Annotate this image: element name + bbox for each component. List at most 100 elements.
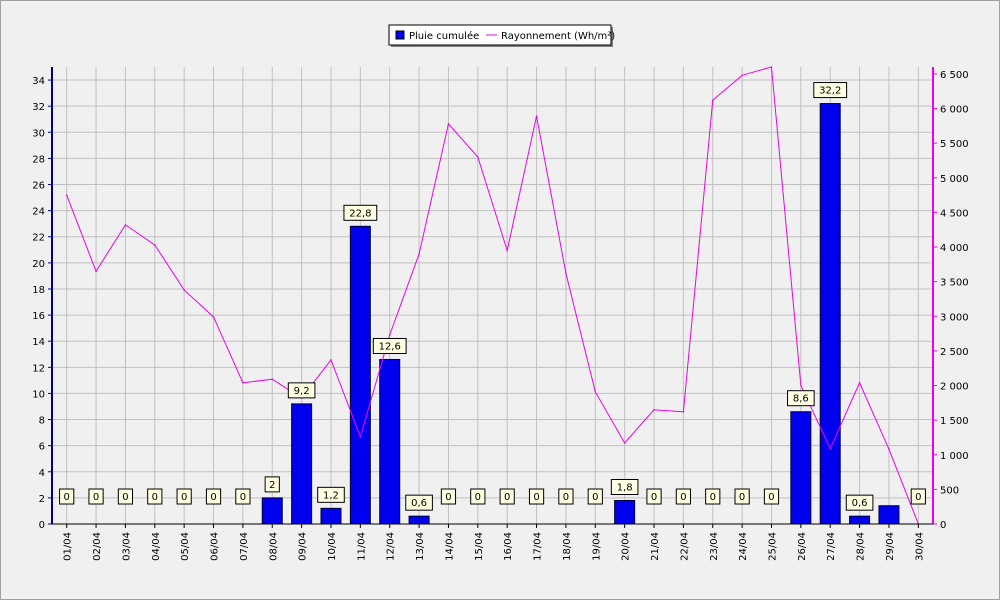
- tick-label-x: 13/04: [415, 532, 426, 561]
- data-label-text: 2: [269, 480, 275, 491]
- tick-label-right: 2 500: [940, 347, 969, 358]
- point-rayonnement-12-04: [388, 334, 391, 336]
- tick-label-left: 20: [32, 259, 45, 270]
- bar-pluie-08-04: [261, 497, 283, 525]
- data-label-box: [317, 486, 345, 503]
- tick-label-x: 04/04: [151, 532, 162, 561]
- bar-pluie-20-04: [614, 499, 636, 525]
- data-label-box: [440, 488, 457, 505]
- tick-label-left: 2: [39, 494, 45, 505]
- data-label-text: 0: [181, 492, 187, 503]
- data-label-text: 0: [122, 492, 128, 503]
- data-label-text: 0: [210, 492, 216, 503]
- tick-label-x: 24/04: [738, 532, 749, 561]
- tick-label-x: 07/04: [239, 532, 250, 561]
- point-rayonnement-05-04: [183, 289, 185, 291]
- data-label-box: [675, 488, 691, 505]
- data-label-text: 0: [93, 492, 99, 503]
- data-label-box: [470, 488, 486, 505]
- data-label-box: [264, 476, 280, 493]
- legend-box: [388, 24, 612, 46]
- data-label-04-04: 0: [147, 488, 163, 505]
- tick-label-x: 21/04: [650, 532, 661, 561]
- tick-label-right: 3 000: [940, 312, 969, 323]
- tick-label-right: 2 000: [940, 382, 969, 393]
- bar-pluie-11-04: [349, 225, 371, 525]
- point-rayonnement-28-04: [858, 381, 861, 384]
- data-label-16-04: 0: [499, 488, 515, 505]
- data-label-18-04: 0: [558, 488, 574, 505]
- tick-label-left: 4: [39, 468, 45, 479]
- data-label-30-04: 0: [910, 488, 926, 505]
- data-label-box: [705, 488, 721, 505]
- tick-label-x: 15/04: [474, 532, 485, 561]
- tick-label-x: 28/04: [856, 532, 867, 561]
- tick-label-left: 28: [32, 154, 45, 165]
- point-rayonnement-24-04: [741, 74, 743, 77]
- data-label-box: [610, 478, 639, 495]
- data-label-24-04: 0: [734, 488, 750, 505]
- data-label-box: [343, 204, 378, 221]
- data-label-box: [372, 337, 407, 354]
- tick-label-x: 06/04: [210, 532, 221, 561]
- data-label-13-04: 0,6: [405, 494, 433, 511]
- tick-label-x: 17/04: [533, 532, 544, 561]
- line-rayonnement: [66, 66, 919, 525]
- data-label-text: 0,6: [852, 498, 868, 509]
- tick-label-x: 05/04: [180, 532, 191, 561]
- tick-label-left: 8: [39, 416, 45, 427]
- tick-label-x: 27/04: [826, 532, 837, 561]
- data-label-21-04: 0: [646, 488, 662, 505]
- data-label-15-04: 0: [470, 488, 486, 505]
- data-label-17-04: 0: [528, 488, 545, 505]
- bar-pluie-13-04: [408, 515, 430, 525]
- data-label-26-04: 8,6: [787, 390, 815, 407]
- data-label-text: 0,6: [411, 498, 427, 509]
- tick-label-right: 6 000: [940, 105, 969, 116]
- data-label-box: [499, 488, 515, 505]
- point-rayonnement-26-04: [800, 384, 802, 387]
- point-rayonnement-13-04: [418, 253, 420, 255]
- data-label-05-04: 0: [176, 488, 192, 505]
- data-label-text: 1,2: [323, 490, 339, 501]
- point-rayonnement-14-04: [447, 122, 450, 125]
- data-label-23-04: 0: [705, 488, 721, 505]
- grid-layer: [52, 67, 933, 525]
- data-label-box: [787, 390, 815, 407]
- labels-layer: 0 0 0 0 0 0 0 2 9,2 1,2 22,8 12,6 0,6 0 0 0 0 0 0 1,8 0 0 0 0 0 8…: [59, 82, 926, 511]
- data-label-text: 0: [63, 492, 69, 503]
- tick-label-x: 20/04: [621, 532, 632, 561]
- tick-label-x: 10/04: [327, 532, 338, 561]
- tick-label-right: 500: [940, 485, 959, 496]
- tick-label-x: 09/04: [298, 532, 309, 561]
- point-rayonnement-18-04: [565, 272, 567, 275]
- tick-label-x: 01/04: [63, 532, 74, 561]
- bar-pluie-27-04: [819, 103, 841, 525]
- data-label-box: [845, 494, 874, 511]
- data-label-text: 8,6: [793, 394, 809, 405]
- data-label-text: 0: [680, 492, 686, 503]
- point-rayonnement-17-04: [535, 115, 538, 117]
- data-label-text: 0: [651, 492, 657, 503]
- data-label-19-04: 0: [587, 488, 603, 505]
- data-label-12-04: 12,6: [372, 337, 407, 354]
- tick-label-left: 34: [32, 76, 45, 87]
- bar-pluie-12-04: [379, 358, 401, 525]
- point-rayonnement-20-04: [623, 442, 626, 444]
- data-label-text: 0: [710, 492, 716, 503]
- tick-label-x: 02/04: [92, 532, 103, 561]
- tick-label-x: 16/04: [503, 532, 514, 561]
- data-label-06-04: 0: [205, 488, 222, 505]
- tick-label-left: 0: [39, 520, 45, 531]
- point-rayonnement-10-04: [330, 359, 332, 361]
- data-label-08-04: 2: [264, 476, 280, 493]
- data-label-box: [558, 488, 574, 505]
- data-label-box: [646, 488, 662, 505]
- data-label-box: [734, 488, 750, 505]
- point-rayonnement-08-04: [271, 378, 274, 381]
- point-rayonnement-22-04: [682, 411, 685, 413]
- tick-label-left: 14: [32, 337, 45, 348]
- data-label-text: 0: [475, 492, 481, 503]
- point-rayonnement-02-04: [95, 270, 97, 273]
